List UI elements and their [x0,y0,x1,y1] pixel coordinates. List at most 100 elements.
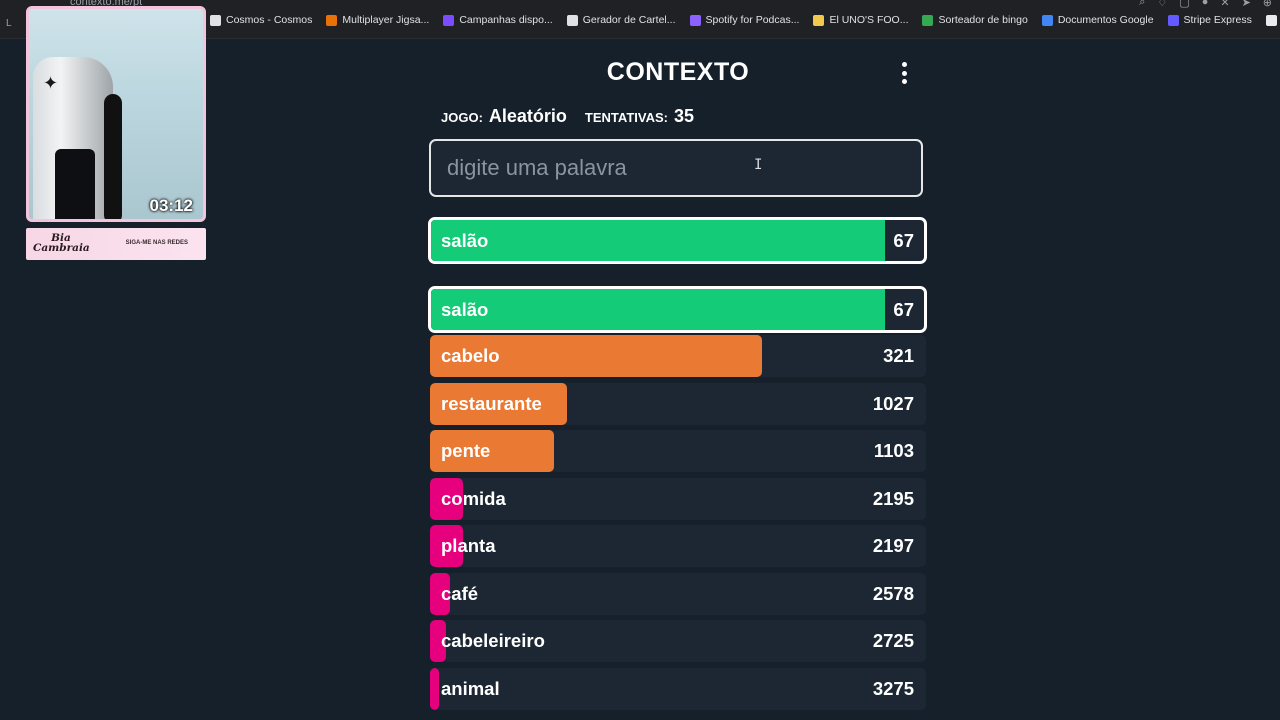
zoom-icon[interactable]: ⌕ [1139,0,1146,8]
guess-word: comida [441,487,506,509]
game-info: JOGO: Aleatório TENTATIVAS: 35 [441,106,694,127]
guess-distance: 2195 [872,487,914,509]
chair-seat-image [55,149,95,219]
share-icon[interactable]: ➤ [1241,0,1251,9]
similarity-bar [430,382,567,425]
bookmark-item[interactable]: Gerador de Cartel... [566,14,676,26]
bookmark-item[interactable]: Documentos Google [1041,14,1154,26]
bookmarks-left-label[interactable]: L [6,18,12,29]
last-guess-bar [431,220,885,261]
guess-word: pente [441,440,491,461]
mode-label: JOGO: [441,110,483,125]
guess-word: cabeleireiro [441,630,545,651]
guess-distance: 3275 [872,677,914,699]
guess-distance: 1103 [873,440,914,461]
similarity-bar [430,620,447,662]
page-title: CONTEXTO [606,58,750,86]
guess-distance: 1027 [872,392,914,414]
webcam-overlay: ✦ 03:12 [26,6,206,222]
last-guess-row: salão 67 [428,217,927,264]
bookmark-item[interactable]: El UNO'S FOO... [813,14,908,26]
guess-word: animal [441,677,500,699]
last-guess-word: salão [441,229,489,251]
docs-icon [1041,14,1053,26]
guess-row: salão 67 [428,286,927,333]
bookmark-label: Spotify for Podcas... [705,14,800,26]
bookmark-item[interactable]: Campanhas dispo... [443,14,553,26]
word-input[interactable] [431,141,921,195]
bookmark-label: Campanhas dispo... [459,14,553,26]
guess-row: cabeleireiro 2725 [430,620,926,662]
bookmark-label: Multiplayer Jigsa... [342,14,430,26]
guess-row: cabelo 321 [430,335,926,377]
bookmark-label: Gerador de Cartel... [582,14,676,26]
bookmark-item[interactable]: Cosmos - Cosmos [210,14,312,26]
bookmarks-bar: contexto.me/pt L Cosmos - Cosmos Multipla… [0,0,1280,39]
guess-row: restaurante 1027 [430,382,926,425]
similarity-bar [430,335,763,377]
guess-word: salão [441,298,489,320]
mode-value: Aleatório [488,106,567,126]
bookmark-label: Sorteador de bingo [938,14,1028,26]
bingo-icon [922,14,934,26]
guess-word: cabelo [441,345,500,366]
guess-word: planta [441,535,496,556]
guess-row: planta 2197 [430,525,926,567]
url-fragment[interactable]: contexto.me/pt [70,0,143,8]
similarity-bar [430,477,463,520]
guess-distance: 2197 [872,535,914,556]
translate-icon[interactable]: ✕ [1220,0,1230,9]
bookmark-label: El UNO'S FOO... [829,14,909,26]
bookmark-label: Cosmos - Cosmos [226,14,313,26]
extensions-icon[interactable]: ⊕ [1262,0,1272,9]
bookmark-label: Stripe Express [1183,14,1252,26]
attempts-label: TENTATIVAS: [584,110,668,125]
title-row: CONTEXTO [428,38,928,104]
bookmark-item[interactable]: Spotify for Podcas... [689,14,800,26]
guess-distance: 2578 [872,582,914,604]
browser-toolbar-icons: ⌕ ♢ ▢ ● ✕ ➤ ⊕ [1139,0,1272,9]
guess-distance: 67 [893,298,914,320]
similarity-bar [430,525,463,567]
puzzle-icon [326,14,338,26]
food-icon [813,14,825,26]
similarity-bar [430,667,439,710]
streamer-banner: Bia Cambraia SIGA-ME NAS REDES [26,228,206,260]
game-container: CONTEXTO JOGO: Aleatório TENTATIVAS: 35 … [428,38,928,710]
chair-side-image [104,94,122,219]
window-icon[interactable]: ▢ [1179,0,1190,9]
guess-row: café 2578 [430,572,926,615]
bookmark-item[interactable]: Sorteador de bingo [922,14,1028,26]
word-input-box[interactable]: I [429,139,923,197]
spotify-icon [689,14,701,26]
stripe-icon [1167,14,1179,26]
banner-tagline: SIGA-ME NAS REDES [125,240,188,246]
bookmark-list: Cosmos - Cosmos Multiplayer Jigsa... Campa… [210,14,1280,26]
similarity-bar [430,430,554,472]
extension-icon[interactable]: ● [1201,0,1209,8]
campaign-icon [443,14,455,26]
guess-distance: 321 [883,345,914,366]
last-guess-distance: 67 [893,229,914,251]
guess-word: restaurante [441,392,542,414]
bookmark-label: Documentos Google [1057,14,1154,26]
guess-distance: 2725 [872,630,914,651]
page-icon [566,14,578,26]
similarity-bar [430,572,450,615]
bookmark-item[interactable]: NotebookLM [1265,14,1280,26]
guess-row: comida 2195 [430,477,926,520]
bookmark-item[interactable]: Multiplayer Jigsa... [326,14,429,26]
guess-word: café [441,582,479,604]
guess-row: pente 1103 [430,430,926,472]
page-icon [210,14,221,26]
bell-icon[interactable]: ♢ [1157,0,1168,9]
stream-timer: 03:12 [149,196,193,215]
chair-logo-icon: ✦ [43,73,59,93]
notebook-icon [1265,14,1277,26]
attempts-count: 35 [673,106,694,126]
bookmark-item[interactable]: Stripe Express [1167,14,1252,26]
kebab-menu-icon[interactable] [894,62,914,88]
text-cursor-icon: I [754,157,763,173]
guess-row: animal 3275 [430,667,926,710]
streamer-logo: Bia Cambraia [33,232,90,254]
